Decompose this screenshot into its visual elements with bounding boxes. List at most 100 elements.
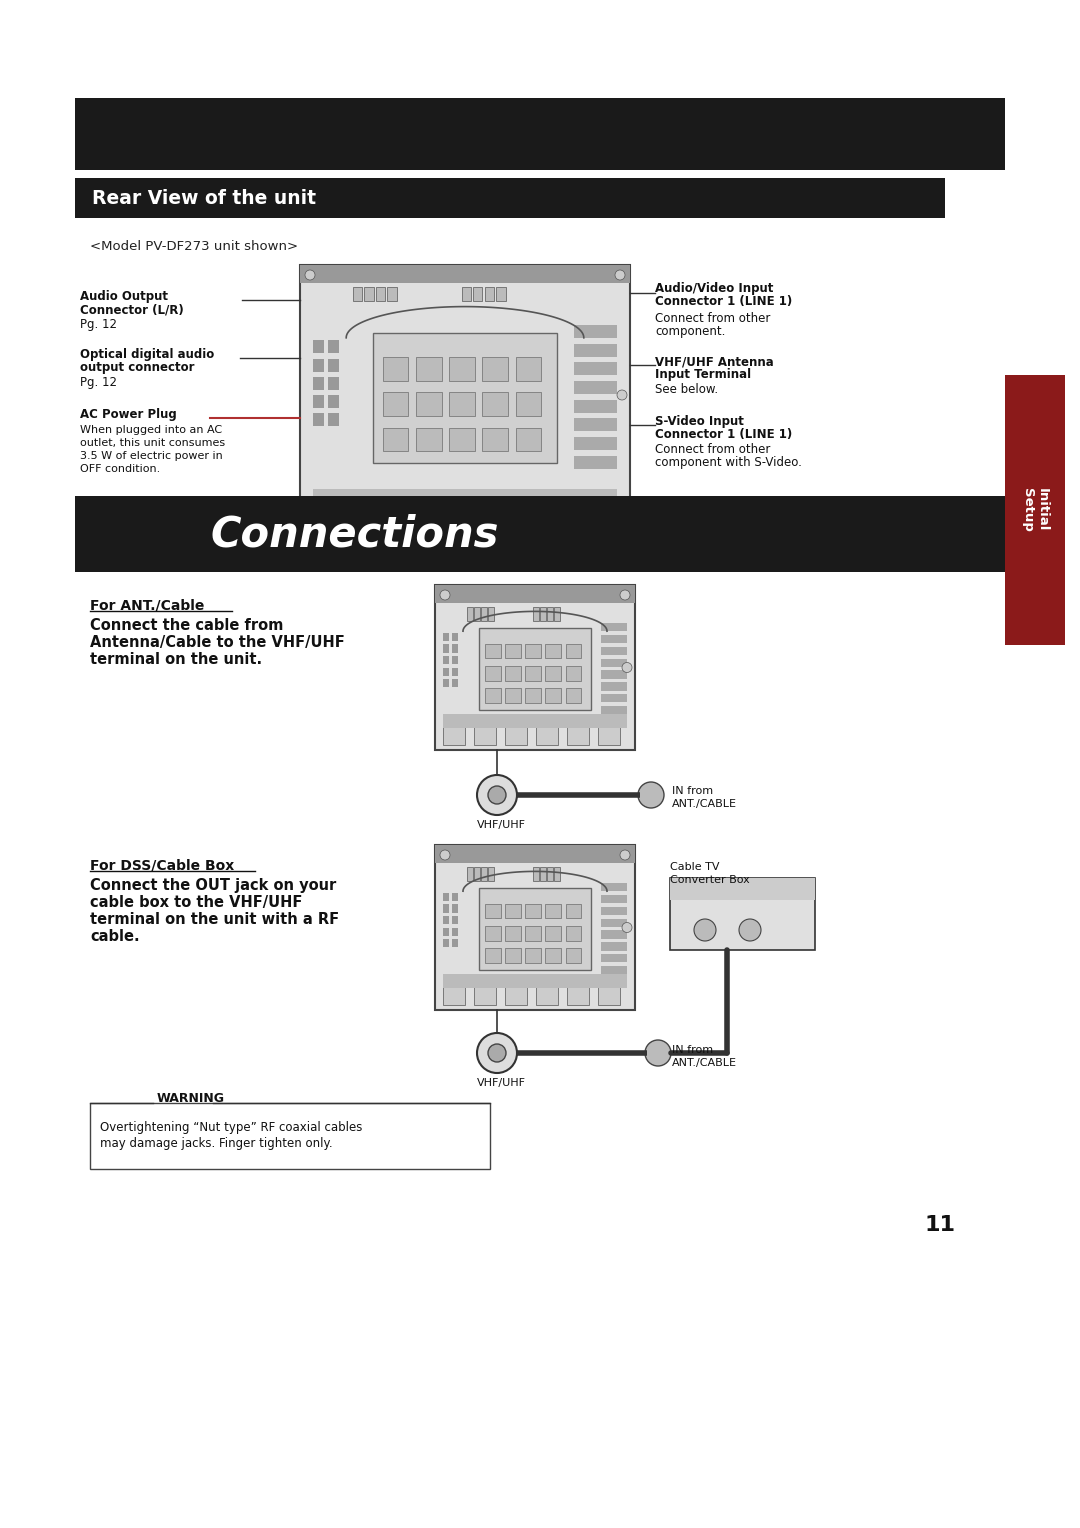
Bar — [540, 866, 545, 882]
Circle shape — [615, 270, 625, 280]
Bar — [566, 926, 581, 941]
Bar — [600, 646, 627, 656]
Bar — [328, 341, 339, 353]
Bar — [453, 656, 458, 665]
Bar — [353, 287, 362, 301]
Bar — [435, 585, 635, 604]
Bar — [313, 359, 324, 371]
Bar — [90, 1103, 490, 1169]
Circle shape — [477, 1033, 517, 1073]
Text: Overtightening “Nut type” RF coaxial cables: Overtightening “Nut type” RF coaxial cab… — [100, 1122, 363, 1134]
Bar — [449, 393, 475, 416]
Text: Antenna/Cable to the VHF/UHF: Antenna/Cable to the VHF/UHF — [90, 636, 345, 649]
Bar — [435, 845, 635, 1010]
Circle shape — [440, 590, 450, 601]
Circle shape — [694, 918, 716, 941]
Bar — [573, 380, 617, 394]
Bar — [536, 987, 558, 1005]
Bar — [328, 396, 339, 408]
Bar — [573, 344, 617, 356]
Bar — [525, 643, 541, 659]
Text: VHF/UHF: VHF/UHF — [477, 821, 526, 830]
Bar — [566, 949, 581, 963]
Bar — [485, 926, 501, 941]
Bar — [443, 940, 449, 947]
Bar — [598, 727, 620, 746]
Bar — [382, 393, 408, 416]
Bar — [416, 428, 442, 451]
Text: Pg. 12: Pg. 12 — [80, 318, 117, 332]
Bar — [485, 688, 501, 703]
Bar — [382, 428, 408, 451]
Bar — [600, 671, 627, 678]
Bar — [545, 949, 562, 963]
Bar — [328, 359, 339, 371]
Text: Connect the OUT jack on your: Connect the OUT jack on your — [90, 879, 336, 892]
Bar — [505, 949, 521, 963]
Bar — [453, 940, 458, 947]
Text: Converter Box: Converter Box — [670, 876, 750, 885]
Bar — [545, 688, 562, 703]
Bar — [443, 905, 449, 912]
Circle shape — [638, 782, 664, 808]
Bar — [525, 688, 541, 703]
Bar — [462, 287, 471, 301]
Bar — [328, 377, 339, 390]
Bar — [313, 489, 617, 503]
Circle shape — [739, 918, 761, 941]
Bar — [545, 903, 562, 918]
Bar — [567, 727, 589, 746]
Bar — [573, 325, 617, 338]
Bar — [443, 714, 627, 727]
Bar — [453, 915, 458, 924]
Bar — [505, 643, 521, 659]
Bar — [554, 866, 559, 882]
Bar — [536, 727, 558, 746]
Bar — [467, 503, 503, 520]
Text: AC Power Plug: AC Power Plug — [80, 408, 177, 422]
Bar — [600, 706, 627, 715]
Text: Input Terminal: Input Terminal — [654, 368, 751, 380]
Bar — [505, 666, 521, 680]
Bar — [534, 866, 539, 882]
Bar — [388, 287, 396, 301]
Bar — [517, 503, 554, 520]
Bar — [525, 666, 541, 680]
Circle shape — [477, 775, 517, 814]
Text: Connect the cable from: Connect the cable from — [90, 617, 283, 633]
Bar — [545, 666, 562, 680]
Bar — [443, 633, 449, 642]
Bar — [485, 643, 501, 659]
Circle shape — [622, 663, 632, 672]
Bar — [473, 287, 483, 301]
Bar — [313, 413, 324, 426]
Bar — [497, 287, 505, 301]
Bar — [300, 264, 630, 526]
Text: Connections: Connections — [210, 513, 498, 555]
Text: IN from: IN from — [672, 1045, 713, 1054]
Text: terminal on the unit with a RF: terminal on the unit with a RF — [90, 912, 339, 927]
Bar — [483, 393, 509, 416]
Bar — [505, 987, 527, 1005]
Bar — [75, 177, 945, 219]
Bar — [483, 358, 509, 380]
Bar — [443, 915, 449, 924]
Bar — [300, 264, 630, 283]
Text: may damage jacks. Finger tighten only.: may damage jacks. Finger tighten only. — [100, 1137, 333, 1151]
Bar — [670, 879, 815, 900]
Bar — [474, 607, 480, 620]
Text: Rear View of the unit: Rear View of the unit — [92, 188, 316, 208]
Bar — [453, 678, 458, 688]
Bar — [443, 927, 449, 935]
Text: OFF condition.: OFF condition. — [80, 465, 160, 474]
Bar — [313, 396, 324, 408]
Bar — [364, 503, 401, 520]
Circle shape — [617, 390, 627, 400]
Bar — [488, 866, 494, 882]
Bar — [453, 927, 458, 935]
Bar — [382, 358, 408, 380]
Bar — [435, 585, 635, 750]
Bar — [75, 98, 1005, 170]
Text: WARNING: WARNING — [157, 1093, 225, 1105]
Circle shape — [488, 785, 507, 804]
